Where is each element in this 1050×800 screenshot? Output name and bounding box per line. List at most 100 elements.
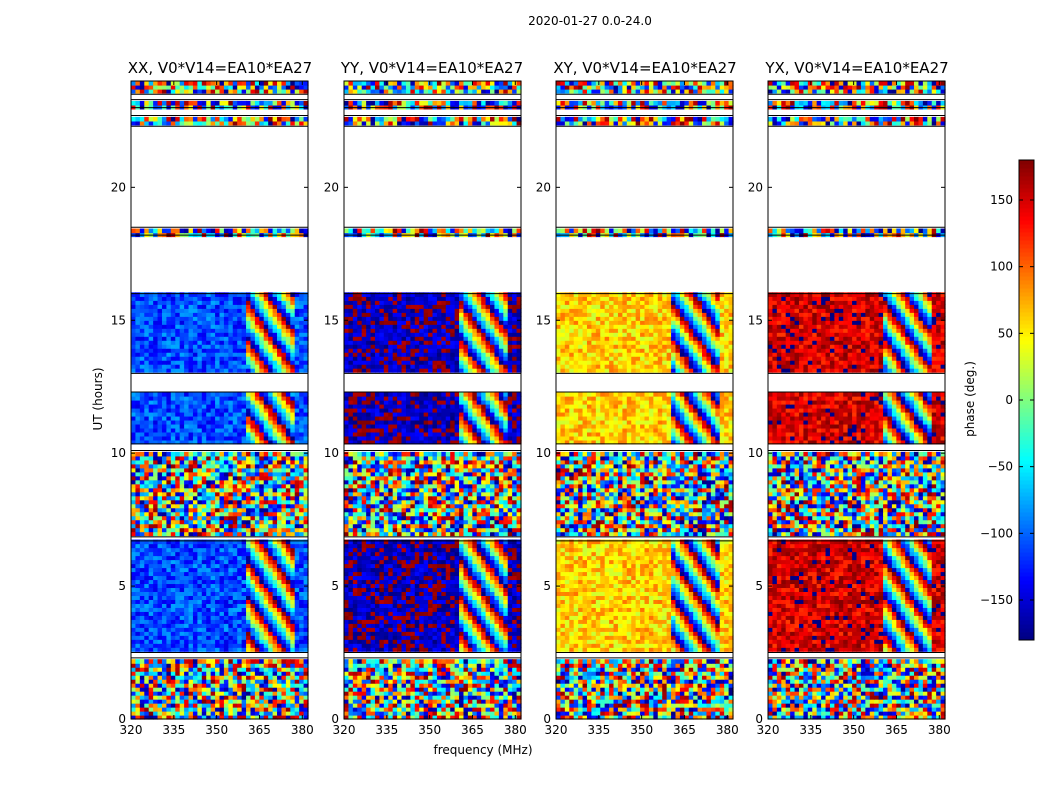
heatmap-cell	[201, 559, 207, 565]
heatmap-cell	[148, 671, 154, 676]
heatmap-cell	[131, 356, 137, 361]
heatmap-cell	[241, 615, 247, 620]
heatmap-cell	[290, 603, 296, 608]
heatmap-cell	[294, 475, 300, 481]
heatmap-cell	[210, 679, 216, 684]
heatmap-cell	[459, 707, 465, 712]
heatmap-cell	[303, 507, 309, 513]
heatmap-cell	[237, 308, 243, 313]
heatmap-cell	[144, 471, 150, 477]
heatmap-cell	[241, 312, 247, 317]
heatmap-cell	[215, 120, 221, 126]
heatmap-cell	[206, 328, 212, 333]
heatmap-cell	[135, 539, 141, 545]
heatmap-cell	[419, 639, 425, 644]
heatmap-cell	[428, 679, 434, 684]
heatmap-cell	[192, 547, 198, 553]
heatmap-cell	[250, 543, 256, 549]
heatmap-cell	[192, 352, 198, 357]
heatmap-cell	[268, 511, 274, 517]
heatmap-cell	[139, 587, 145, 592]
heatmap-cell	[370, 699, 376, 704]
heatmap-cell	[192, 663, 198, 668]
heatmap-cell	[246, 607, 252, 612]
heatmap-cell	[388, 639, 394, 644]
heatmap-cell	[232, 503, 238, 509]
heatmap-cell	[175, 81, 181, 86]
heatmap-cell	[144, 423, 150, 429]
heatmap-cell	[201, 487, 207, 493]
heatmap-cell	[161, 687, 167, 692]
heatmap-cell	[153, 320, 159, 325]
heatmap-cell	[192, 611, 198, 616]
heatmap-cell	[405, 715, 411, 720]
heatmap-cell	[179, 555, 185, 561]
heatmap-cell	[281, 671, 287, 676]
heatmap-cell	[201, 419, 207, 425]
heatmap-cell	[241, 320, 247, 325]
heatmap-cell	[237, 531, 243, 537]
heatmap-cell	[232, 320, 238, 325]
heatmap-cell	[184, 559, 190, 565]
heatmap-cell	[135, 559, 141, 565]
heatmap-cell	[392, 715, 398, 720]
heatmap-cell	[144, 81, 150, 86]
heatmap-cell	[161, 312, 167, 317]
heatmap-cell	[290, 563, 296, 569]
heatmap-cell	[281, 551, 287, 557]
heatmap-cell	[197, 599, 203, 604]
heatmap-cell	[294, 623, 300, 628]
heatmap-cell	[263, 324, 269, 329]
heatmap-cell	[201, 563, 207, 569]
heatmap-cell	[436, 711, 442, 716]
heatmap-cell	[157, 663, 163, 668]
heatmap-cell	[179, 531, 185, 537]
heatmap-cell	[263, 120, 269, 126]
heatmap-cell	[232, 400, 238, 405]
heatmap-cell	[175, 407, 181, 413]
heatmap-cell	[366, 659, 372, 664]
heatmap-cell	[303, 695, 309, 700]
heatmap-cell	[250, 663, 256, 668]
heatmap-cell	[299, 459, 305, 465]
heatmap-cell	[210, 487, 216, 493]
heatmap-cell	[139, 699, 145, 704]
heatmap-cell	[379, 663, 385, 668]
heatmap-cell	[516, 703, 522, 708]
heatmap-cell	[281, 360, 287, 365]
figure-title: 2020-01-27 0.0-24.0	[528, 14, 652, 28]
heatmap-cell	[294, 499, 300, 505]
heatmap-cell	[259, 483, 265, 489]
heatmap-cell	[277, 691, 283, 696]
heatmap-cell	[131, 647, 137, 652]
heatmap-cell	[366, 647, 372, 652]
heatmap-cell	[250, 515, 256, 521]
heatmap-cell	[272, 423, 278, 429]
heatmap-cell	[144, 711, 150, 716]
heatmap-cell	[206, 511, 212, 517]
heatmap-cell	[197, 583, 203, 589]
heatmap-cell	[223, 711, 229, 716]
heatmap-cell	[153, 100, 159, 106]
heatmap-cell	[344, 699, 350, 704]
heatmap-cell	[259, 671, 265, 676]
heatmap-cell	[281, 563, 287, 569]
heatmap-cell	[148, 615, 154, 620]
heatmap-cell	[184, 715, 190, 720]
heatmap-cell	[259, 691, 265, 696]
heatmap-cell	[241, 400, 247, 405]
heatmap-cell	[467, 659, 473, 664]
heatmap-cell	[285, 687, 291, 692]
heatmap-cell	[299, 451, 305, 457]
heatmap-cell	[166, 439, 172, 445]
heatmap-cell	[188, 679, 194, 684]
heatmap-cell	[237, 615, 243, 620]
heatmap-cell	[153, 308, 159, 313]
heatmap-cell	[188, 711, 194, 716]
heatmap-cell	[188, 555, 194, 561]
heatmap-cell	[228, 603, 234, 608]
heatmap-cell	[277, 81, 283, 86]
heatmap-cell	[294, 467, 300, 473]
heatmap-cell	[294, 607, 300, 612]
